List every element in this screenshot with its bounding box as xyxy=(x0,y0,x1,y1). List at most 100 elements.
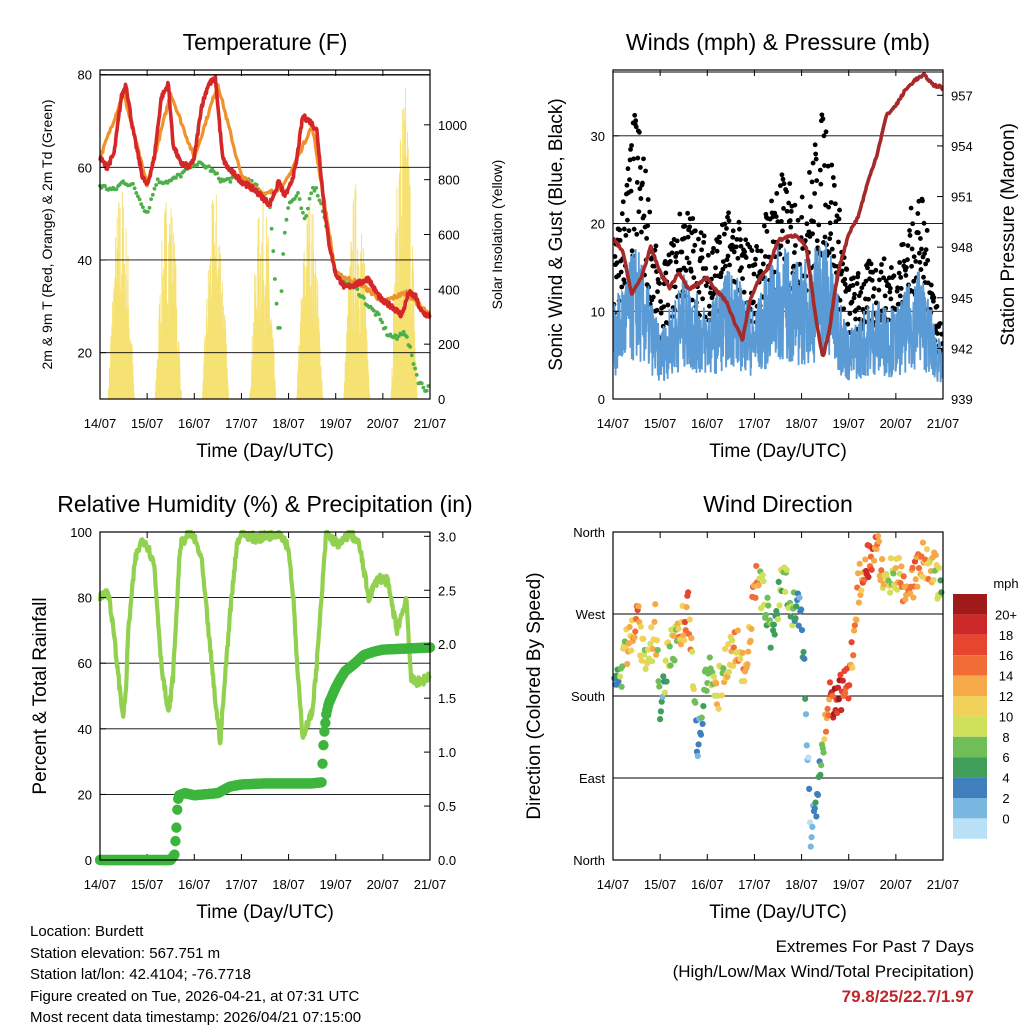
direction-point xyxy=(811,805,818,812)
y2-tick-label: 3.0 xyxy=(438,529,456,544)
direction-point xyxy=(915,565,923,572)
gust-point xyxy=(841,306,847,312)
gust-point xyxy=(730,234,736,240)
direction-point xyxy=(648,658,656,665)
direction-point xyxy=(640,635,647,643)
gust-point xyxy=(718,270,724,276)
legend-title: mph xyxy=(993,576,1018,591)
direction-point xyxy=(870,557,878,564)
gust-point xyxy=(733,244,739,250)
x-axis-label: Time (Day/UTC) xyxy=(196,902,334,923)
gust-point xyxy=(620,199,626,205)
gust-point xyxy=(758,268,764,274)
plot-frame xyxy=(612,69,944,400)
gust-point xyxy=(713,265,718,271)
x-tick-label: 20/07 xyxy=(880,416,913,431)
gust-point xyxy=(637,186,643,192)
direction-point xyxy=(688,635,695,642)
gust-point xyxy=(812,142,818,148)
dewpoint-point xyxy=(304,214,309,218)
direction-point xyxy=(694,752,701,760)
dewpoint-point xyxy=(362,296,366,300)
gust-point xyxy=(831,253,837,259)
direction-point xyxy=(848,639,855,646)
gust-point xyxy=(634,231,640,237)
gust-point xyxy=(641,213,647,219)
direction-point xyxy=(796,594,803,601)
direction-point xyxy=(697,731,705,738)
direction-point xyxy=(656,683,663,690)
y-axis-label: 2m & 9m T (Red, Orange) & 2m Td (Green) xyxy=(39,100,55,370)
gust-point xyxy=(921,274,926,280)
direction-point xyxy=(805,754,812,761)
gust-point xyxy=(828,231,834,237)
gust-point xyxy=(827,220,833,226)
gust-point xyxy=(842,281,848,287)
gust-point xyxy=(734,236,740,242)
gust-point xyxy=(779,172,785,178)
x-tick-label: 20/07 xyxy=(880,877,913,892)
dewpoint-point xyxy=(114,187,119,192)
direction-point xyxy=(644,646,652,653)
dewpoint-point xyxy=(414,372,419,377)
dewpoint-point xyxy=(141,205,145,210)
gust-point xyxy=(828,200,834,205)
gust-point xyxy=(935,331,940,336)
gust-point xyxy=(923,261,929,267)
direction-point xyxy=(638,657,645,664)
direction-point xyxy=(720,665,727,672)
dewpoint-point xyxy=(279,289,284,294)
dewpoint-point xyxy=(136,194,140,199)
gust-point xyxy=(819,112,825,118)
y-tick-label: 100 xyxy=(70,525,92,540)
direction-point xyxy=(878,567,885,574)
gust-point xyxy=(808,204,813,210)
legend-label: 2 xyxy=(1002,791,1009,806)
direction-point xyxy=(894,586,901,593)
gust-point xyxy=(859,285,865,291)
gust-point xyxy=(853,316,858,322)
direction-point xyxy=(745,648,752,655)
gust-point xyxy=(718,274,724,280)
direction-point xyxy=(803,742,810,749)
x-tick-label: 18/07 xyxy=(785,877,818,892)
gust-point xyxy=(898,274,904,280)
x-tick-label: 14/07 xyxy=(84,877,117,892)
direction-point xyxy=(801,655,808,662)
gust-point xyxy=(761,223,767,229)
legend-swatch xyxy=(953,696,987,717)
gust-point xyxy=(769,198,774,204)
direction-point xyxy=(663,678,670,685)
direction-point xyxy=(895,554,903,562)
gust-point xyxy=(811,219,816,224)
gust-point xyxy=(692,228,698,234)
humidity-line xyxy=(97,529,432,746)
legend-label: 6 xyxy=(1002,750,1009,765)
direction-point xyxy=(878,556,886,563)
gust-point xyxy=(736,219,742,225)
x-tick-label: 16/07 xyxy=(691,416,724,431)
legend-label: 20+ xyxy=(995,607,1017,622)
direction-point xyxy=(698,714,705,721)
gust-point xyxy=(711,245,716,251)
x-tick-label: 19/07 xyxy=(319,877,352,892)
dewpoint-point xyxy=(409,353,414,358)
dewpoint-point xyxy=(132,186,137,191)
direction-point xyxy=(914,583,921,590)
gust-point xyxy=(877,277,882,283)
gust-point xyxy=(788,208,794,214)
y2-tick-label: 945 xyxy=(951,291,973,306)
legend-swatch xyxy=(953,716,987,737)
direction-point xyxy=(653,637,660,644)
direction-point xyxy=(652,651,660,658)
legend-swatch xyxy=(953,798,987,819)
gust-point xyxy=(785,239,791,245)
gust-point xyxy=(887,285,893,291)
gust-point xyxy=(779,219,784,224)
y-tick-label: 40 xyxy=(78,722,92,737)
gust-point xyxy=(842,276,848,282)
gust-point xyxy=(703,266,709,271)
direction-point xyxy=(652,601,659,608)
gust-point xyxy=(629,143,634,148)
gust-point xyxy=(636,129,642,135)
